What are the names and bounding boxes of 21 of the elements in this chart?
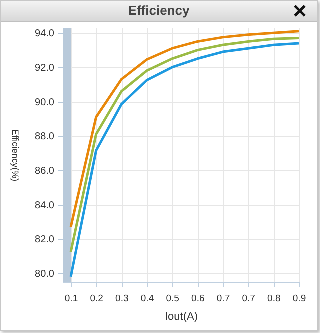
y-axis-title: Efficiency(%) <box>10 129 20 182</box>
chart-title: Efficiency <box>127 3 191 18</box>
y-tick-label: 80.0 <box>35 268 55 280</box>
y-tick-label: 94.0 <box>35 28 55 40</box>
y-tick-label: 92.0 <box>35 62 55 74</box>
y-tick-label: 86.0 <box>35 166 55 177</box>
x-tick-label: 0.1 <box>64 294 78 304</box>
x-tick-label: 0.6 <box>192 294 205 304</box>
y-tick-label: 82.0 <box>35 234 55 246</box>
y-tick-label: 84.0 <box>35 200 55 212</box>
x-tick-label: 0.8 <box>268 294 281 304</box>
x-axis-title: Iout(A) <box>164 311 198 323</box>
x-tick-label: 0.5 <box>166 294 180 304</box>
x-tick-label: 0.7 <box>242 294 256 304</box>
y-tick-label: 88.0 <box>35 132 55 143</box>
x-tick-label: 0.4 <box>140 294 154 304</box>
x-tick-label: 0.2 <box>90 294 104 304</box>
x-tick-label: 0.3 <box>116 294 129 304</box>
x-tick-label: 0.7 <box>216 294 230 304</box>
x-tick-label: 0.9 <box>292 294 306 304</box>
y-tick-label: 90.0 <box>35 97 55 108</box>
